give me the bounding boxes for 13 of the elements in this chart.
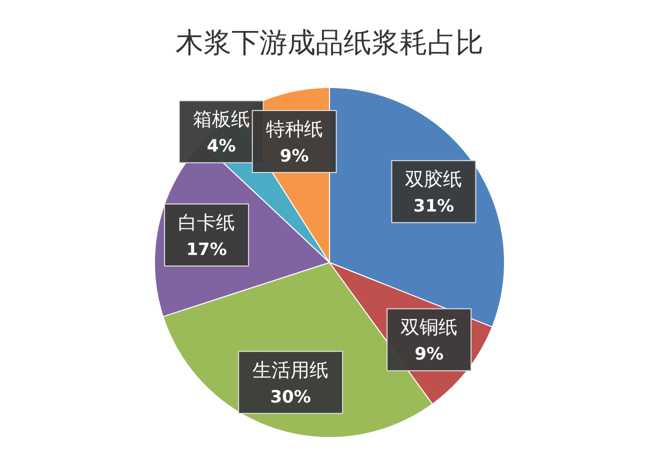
data-label: 30% <box>270 387 311 408</box>
slice-label: 双铜纸 <box>400 316 458 339</box>
slice-label: 特种纸 <box>266 118 323 141</box>
slice-label: 白卡纸 <box>178 212 236 234</box>
slice-label: 生活用纸 <box>252 359 329 382</box>
slice-label: 箱板纸 <box>192 108 250 131</box>
data-label: 9% <box>414 344 444 365</box>
chart-title: 木浆下游成品纸浆耗占比 <box>176 26 484 59</box>
data-label: 17% <box>186 240 227 260</box>
data-label: 4% <box>206 136 236 157</box>
data-label: 9% <box>280 146 309 167</box>
data-label: 31% <box>413 196 454 217</box>
slice-label: 双胶纸 <box>405 168 462 191</box>
